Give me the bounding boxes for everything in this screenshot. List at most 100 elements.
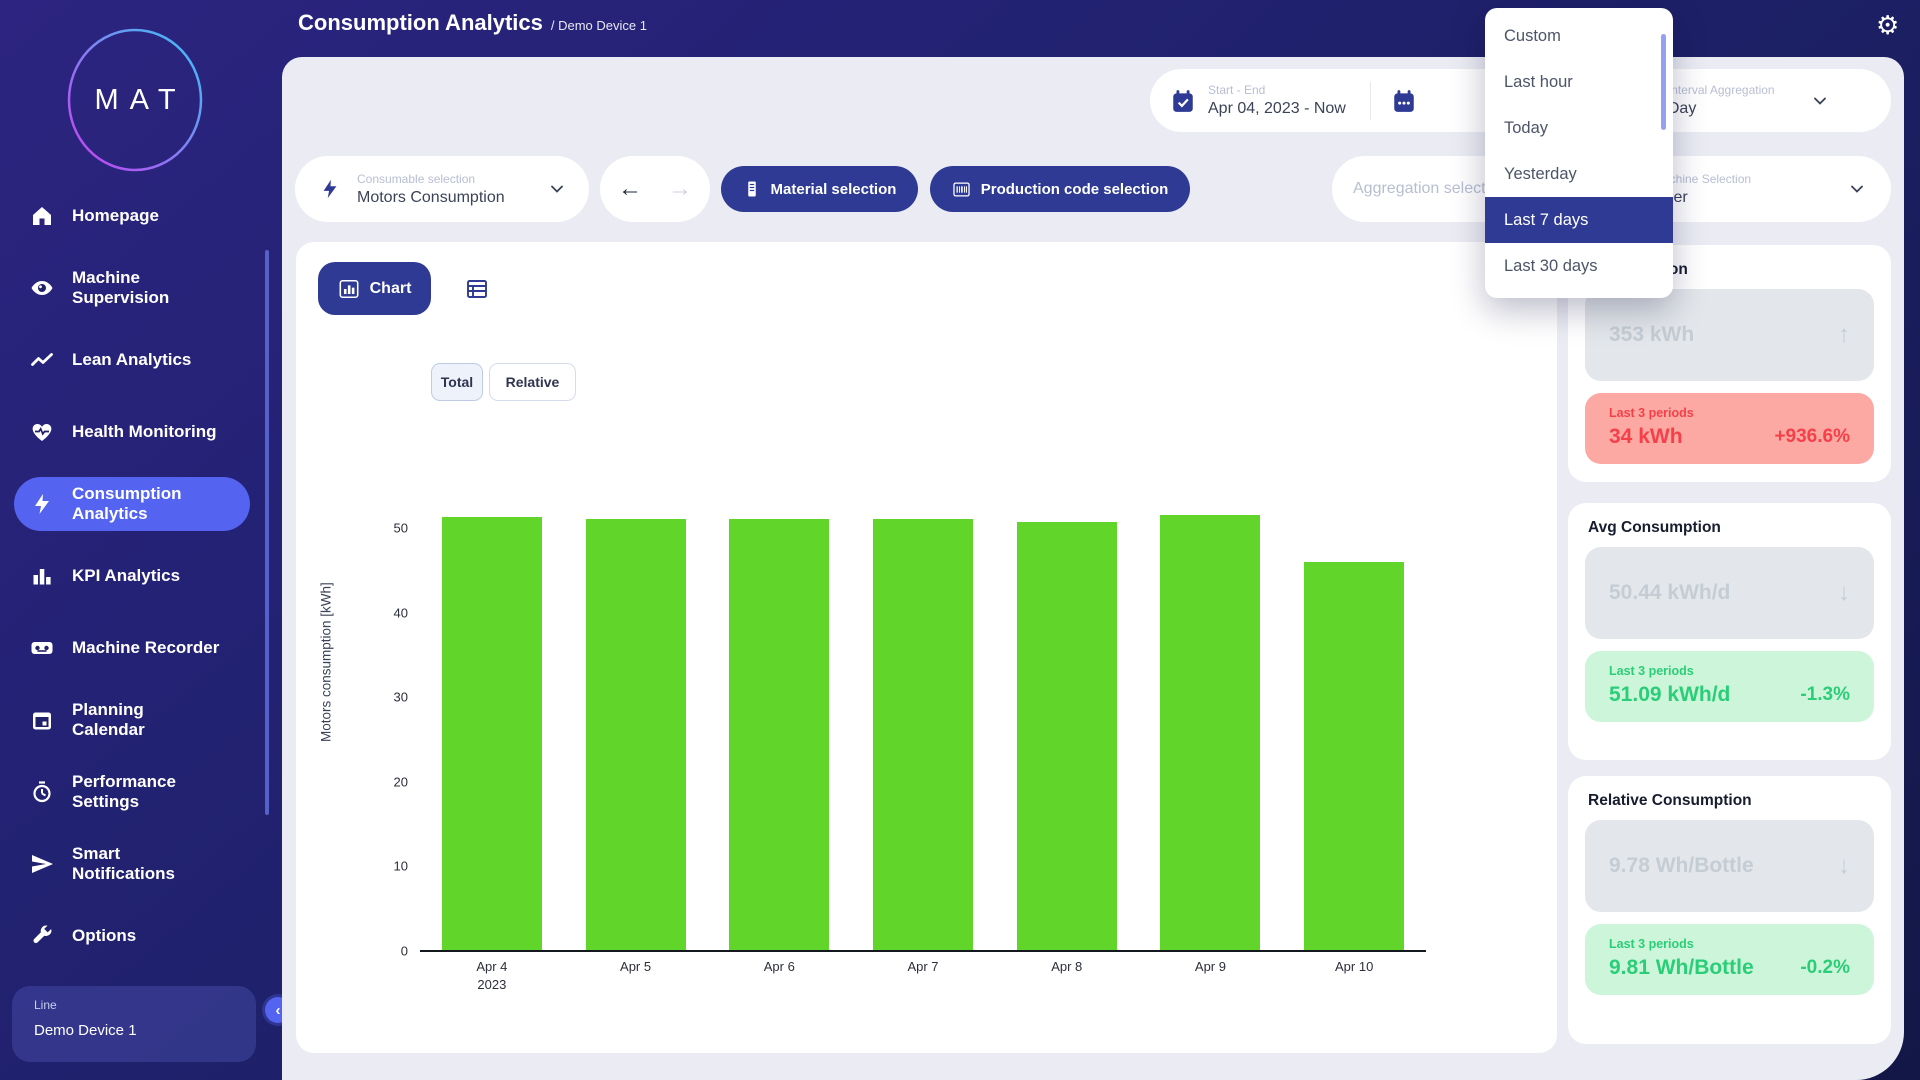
calendar-check-icon — [1173, 89, 1193, 112]
bolt-icon — [30, 492, 54, 516]
previous-period-button[interactable]: ← — [618, 175, 642, 202]
timer-icon — [30, 780, 54, 804]
sidebar-item-performance-settings[interactable]: Performance Settings — [0, 756, 280, 828]
stat-current-value: 9.78 Wh/Bottle — [1609, 854, 1754, 877]
gear-icon[interactable]: ⚙ — [1876, 10, 1900, 40]
sidebar-item-machine-recorder[interactable]: Machine Recorder — [0, 612, 280, 684]
preset-option-custom[interactable]: Custom — [1504, 26, 1561, 45]
y-axis-title: Motors consumption [kWh] — [318, 582, 334, 742]
consumable-selection-select[interactable]: Consumable selection Motors Consumption — [295, 156, 589, 222]
bar-apr-4[interactable] — [441, 516, 542, 950]
sidebar-item-planning-calendar[interactable]: Planning Calendar — [0, 684, 280, 756]
table-view-button[interactable] — [464, 276, 490, 302]
sidebar-item-label: KPI Analytics — [72, 566, 181, 585]
sidebar-item-lean-analytics[interactable]: Lean Analytics — [0, 324, 280, 396]
trend-up-arrow-icon: ↑ — [1838, 321, 1850, 348]
date-preset-field[interactable] — [1391, 88, 1417, 114]
sidebar-item-options[interactable]: Options — [0, 900, 280, 972]
machine-selection-label: Machine Selection — [1653, 171, 1752, 186]
app-logo: MAT — [65, 28, 205, 172]
device-card[interactable]: Line Demo Device 1 — [12, 986, 256, 1062]
date-preset-list: Custom Last hour Today Yesterday Last 7 days… — [1485, 8, 1673, 289]
x-label: Apr 7 — [907, 959, 939, 974]
chart-tab-button[interactable]: Chart — [318, 262, 431, 315]
y-tick-40: 40 — [393, 605, 408, 621]
collapse-icon: ‹ — [275, 1001, 281, 1019]
sidebar-item-label: Consumption Analytics — [72, 484, 182, 523]
bar-apr-6[interactable] — [729, 518, 830, 950]
preset-option-last-7-days[interactable]: Last 7 days — [1485, 197, 1673, 243]
toggle-relative[interactable]: Relative — [489, 363, 576, 401]
sidebar-item-health-monitoring[interactable]: Health Monitoring — [0, 396, 280, 468]
material-selection-label: Material selection — [770, 180, 897, 198]
sidebar-item-consumption-analytics[interactable]: Consumption Analytics — [0, 468, 280, 540]
date-range-field[interactable]: Start - End Apr 04, 2023 - Now — [1170, 83, 1346, 118]
heart-icon — [30, 420, 54, 444]
bar-apr-5[interactable] — [585, 518, 686, 950]
next-period-button[interactable]: → — [668, 175, 692, 202]
x-label: Apr 9 — [1194, 959, 1226, 974]
y-tick-50: 50 — [393, 520, 408, 536]
consumable-value: Motors Consumption — [357, 188, 505, 206]
sidebar-item-kpi-analytics[interactable]: KPI Analytics — [0, 540, 280, 612]
bar-apr-8[interactable] — [1016, 521, 1117, 950]
x-axis-line — [420, 950, 1426, 952]
toggle-total[interactable]: Total — [431, 363, 483, 401]
x-label: Apr 5 — [620, 959, 652, 974]
preset-option-today[interactable]: Today — [1504, 118, 1549, 137]
bar-series — [420, 428, 1426, 950]
bar-apr-9[interactable] — [1160, 515, 1261, 950]
stat-title: Avg Consumption — [1588, 519, 1721, 536]
page-header: Consumption Analytics / Demo Device 1 — [298, 10, 647, 36]
sidebar-item-label: Lean Analytics — [72, 350, 192, 369]
stat-current-box: 50.44 kWh/d ↓ — [1585, 547, 1874, 639]
bar-apr-7[interactable] — [873, 518, 974, 950]
logo-ring-icon — [67, 28, 203, 172]
period-value: 51.09 kWh/d — [1609, 683, 1731, 706]
chevron-down-icon — [551, 185, 563, 193]
preset-option-last-30-days[interactable]: Last 30 days — [1504, 256, 1598, 275]
divider — [1369, 81, 1371, 120]
sidebar-item-label: Options — [72, 926, 137, 945]
sidebar-item-machine-supervision[interactable]: Machine Supervision — [0, 252, 280, 324]
sidebar-item-smart-notifications[interactable]: Smart Notifications — [0, 828, 280, 900]
page-title: Consumption Analytics — [298, 10, 543, 35]
machine-selection-value: Filler — [1653, 189, 1847, 207]
breadcrumb: / Demo Device 1 — [550, 17, 647, 33]
table-icon — [467, 280, 487, 298]
x-label: Apr 10 — [1335, 959, 1374, 974]
bar-apr-10[interactable] — [1304, 561, 1405, 950]
sidebar-item-label: Planning Calendar — [72, 700, 145, 739]
sidebar-item-label: Machine Supervision — [72, 268, 170, 307]
x-axis-labels: Apr 4 2023 Apr 5 Apr 6 Apr 7 Apr 8 Apr 9 Apr 10 — [420, 958, 1426, 994]
preset-option-yesterday[interactable]: Yesterday — [1504, 164, 1577, 183]
x-label: Apr 4 2023 — [476, 959, 508, 992]
chart-tab-label: Chart — [369, 279, 412, 297]
y-tick-10: 10 — [393, 858, 408, 874]
stat-title: Relative Consumption — [1588, 792, 1752, 809]
calendar-icon — [30, 708, 54, 732]
bolt-icon — [323, 179, 337, 199]
dropdown-scrollbar[interactable] — [1661, 34, 1666, 130]
date-preset-dropdown: Custom Last hour Today Yesterday Last 7 days… — [1485, 8, 1673, 298]
x-label: Apr 6 — [763, 959, 795, 974]
material-icon — [747, 181, 756, 197]
eye-icon — [30, 276, 54, 300]
stat-delta-box: Last 3 periods 51.09 kWh/d -1.3% — [1585, 651, 1874, 722]
sidebar-scrollbar[interactable] — [265, 250, 269, 815]
stat-current-value: 50.44 kWh/d — [1609, 581, 1731, 604]
material-selection-button[interactable]: Material selection — [721, 166, 918, 212]
trend-down-arrow-icon: ↓ — [1838, 852, 1850, 879]
date-range-value: Apr 04, 2023 - Now — [1208, 100, 1346, 117]
chevron-down-icon — [1813, 97, 1826, 105]
period-nav: ← → — [600, 156, 710, 222]
production-code-selection-button[interactable]: Production code selection — [930, 166, 1190, 212]
preset-option-last-hour[interactable]: Last hour — [1504, 72, 1573, 91]
sidebar-item-homepage[interactable]: Homepage — [0, 180, 280, 252]
period-value: 34 kWh — [1609, 425, 1683, 448]
stat-delta-box: Last 3 periods 9.81 Wh/Bottle -0.2% — [1585, 924, 1874, 995]
trend-icon — [30, 348, 54, 372]
device-name: Demo Device 1 — [34, 1022, 137, 1039]
chevron-down-icon — [1851, 185, 1863, 193]
